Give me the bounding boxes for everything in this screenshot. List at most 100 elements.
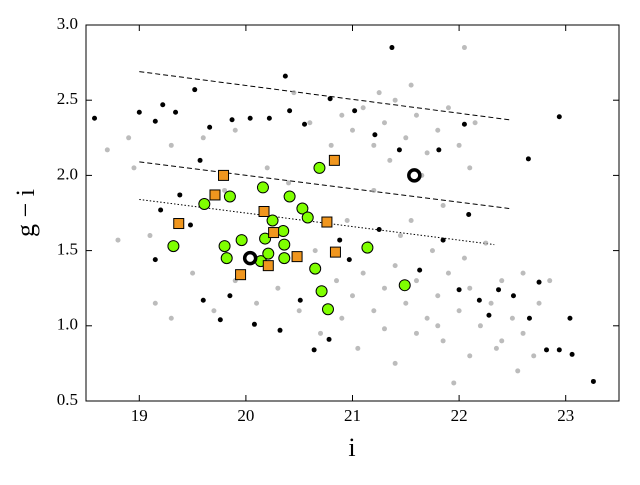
dot-point [488,300,494,306]
dot-point [397,233,403,239]
circle-point [398,279,411,292]
dot-point [232,127,238,133]
dot-point [510,293,516,299]
dot-point [486,312,492,318]
x-axis-label: i [348,433,355,462]
square-point [321,216,333,228]
dot-point [334,278,340,284]
y-tick-label: 0.5 [57,390,78,409]
dot-point [192,87,198,93]
dot-point [286,180,292,186]
dot-point [197,157,203,163]
dot-point [396,147,402,153]
dot-point [536,300,542,306]
dot-point [152,118,158,124]
dot-point [328,142,334,148]
y-axis-label: g − i [11,189,40,237]
circle-point [223,190,236,203]
square-point [258,205,270,217]
dot-point [217,317,223,323]
dot-point [515,368,521,374]
dot-point [360,105,366,111]
square-point [209,189,221,201]
dot-point [339,112,345,118]
square-point [268,227,280,239]
dot-point [291,90,297,96]
circle-point [220,252,233,265]
dot-point [526,315,532,321]
dot-point [200,135,206,141]
dot-point [509,315,515,321]
x-tick-label: 20 [237,406,254,425]
dot-point [160,102,166,108]
dot-point [408,218,414,224]
dot-point [496,287,502,293]
dot-point [136,109,142,115]
reference-line [139,71,510,121]
dot-point [461,121,467,127]
dot-point [456,142,462,148]
dot-point [173,109,179,115]
dot-point [461,255,467,261]
dot-point [350,293,355,299]
dot-point [372,132,378,138]
dot-point [483,240,489,246]
dot-point [247,115,253,121]
dot-point [371,308,377,314]
dot-point [264,165,270,171]
dot-point [211,308,217,314]
dot-point [440,202,446,208]
dot-point [355,345,361,351]
dot-point [424,315,430,321]
dot-point [229,117,235,123]
dot-point [177,192,183,198]
dot-point [456,287,462,293]
dot-point [266,115,272,121]
y-tick-label: 3.0 [57,14,78,33]
dot-point [227,293,233,299]
dot-point [307,120,313,126]
dot-point [435,293,441,299]
dot-point [435,127,441,133]
dot-point [350,127,355,133]
dot-point [567,315,573,321]
x-tick-label: 22 [451,406,468,425]
dot-point [376,90,382,96]
y-tick-label: 2.5 [57,89,78,108]
dot-point [440,237,446,243]
dot-point [467,285,473,291]
dot-point [371,187,377,193]
dot-point [544,347,550,353]
dot-point [417,267,423,273]
circle-point [198,197,211,210]
dot-point [520,330,526,336]
dot-point [152,300,158,306]
x-tick-label: 21 [344,406,361,425]
dot-point [499,278,505,284]
dot-point [296,308,302,314]
dot-point [403,300,409,306]
dot-point [275,285,281,291]
dot-point [327,96,333,102]
square-point [291,251,303,263]
dot-point [556,347,562,353]
square-point [218,169,230,181]
circle-point [301,211,314,224]
dot-point [493,345,499,351]
dot-point [389,45,395,51]
dot-point [344,218,350,224]
dot-point [456,308,462,314]
dot-point [413,278,419,284]
dot-point [339,315,345,321]
dot-point [318,330,324,336]
dot-point [126,135,132,141]
dot-point [413,330,419,336]
reference-line [139,198,495,246]
dot-point [466,212,472,218]
dot-point [590,378,596,384]
dot-point [392,360,398,366]
dot-point [381,326,387,332]
dot-point [152,257,158,263]
dot-point [520,270,526,276]
dot-point [115,237,121,243]
